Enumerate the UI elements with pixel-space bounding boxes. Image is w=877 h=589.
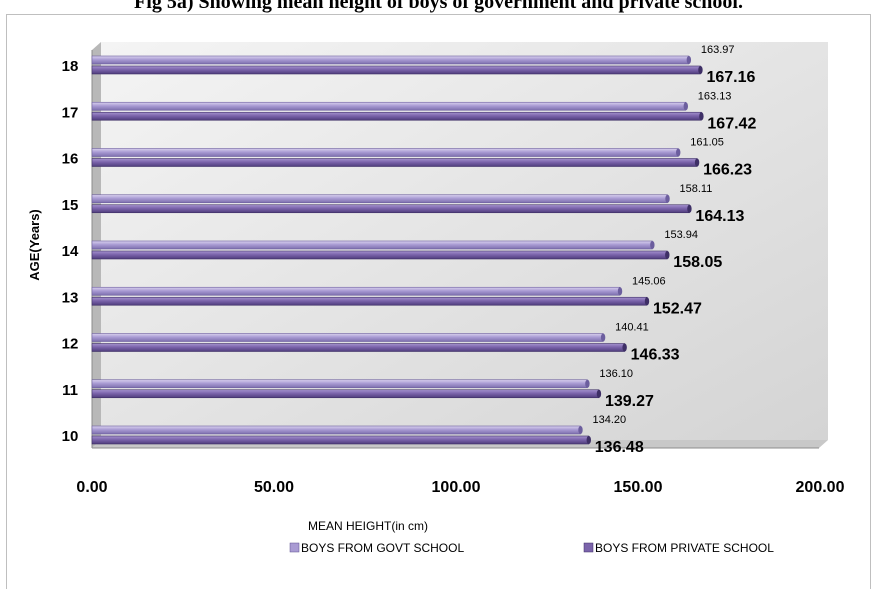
data-label-govt: 134.20	[592, 414, 626, 426]
x-tick-label: 50.00	[254, 479, 294, 496]
bar-govt	[91, 425, 581, 435]
bar-private	[91, 389, 600, 399]
legend-label-govt: BOYS FROM GOVT SCHOOL	[301, 541, 464, 555]
data-label-govt: 163.13	[698, 90, 732, 102]
y-tick-label: 17	[62, 104, 79, 121]
data-label-private: 167.16	[706, 69, 755, 86]
bar-govt	[91, 333, 604, 342]
bar-private-end	[586, 436, 591, 444]
bar-govt	[91, 379, 588, 389]
bar-private-end	[665, 251, 670, 259]
data-label-private: 139.27	[605, 393, 654, 410]
bar-govt-end	[683, 102, 688, 111]
bar-govt-end	[585, 379, 590, 388]
data-label-private: 136.48	[595, 439, 644, 456]
chart-frame	[6, 14, 871, 589]
data-label-govt: 161.05	[690, 137, 724, 149]
data-label-govt: 158.11	[680, 183, 713, 195]
data-label-govt: 153.94	[664, 229, 698, 241]
bar-private	[91, 111, 702, 121]
bar-govt-end	[650, 241, 655, 249]
x-tick-label: 150.00	[614, 479, 663, 496]
data-label-private: 166.23	[703, 162, 752, 179]
legend: BOYS FROM GOVT SCHOOL BOYS FROM PRIVATE …	[289, 541, 774, 555]
data-label-govt: 140.41	[615, 322, 649, 334]
x-axis-title: MEAN HEIGHT(in cm)	[308, 519, 428, 533]
bar-private	[91, 65, 701, 75]
bar-govt-end	[578, 426, 583, 434]
bar-private-end	[687, 204, 692, 213]
bar-govt	[91, 101, 687, 111]
data-label-private: 167.42	[707, 115, 756, 132]
bar-govt	[91, 240, 653, 250]
data-label-private: 152.47	[653, 300, 702, 317]
bar-private	[91, 250, 668, 260]
bar-private	[91, 343, 625, 352]
data-label-govt: 163.97	[701, 44, 735, 56]
data-label-govt: 136.10	[599, 368, 633, 380]
bar-private-end	[694, 158, 700, 167]
bar-private-end	[622, 343, 627, 352]
legend-swatch-private	[583, 542, 594, 553]
bar-private	[91, 296, 648, 306]
data-label-govt: 145.06	[632, 275, 666, 287]
bar-private	[91, 158, 698, 167]
y-tick-label: 10	[62, 428, 79, 445]
y-tick-label: 13	[62, 289, 79, 306]
bar-govt	[91, 148, 679, 157]
x-tick-label: 100.00	[432, 479, 481, 496]
bar-private-end	[698, 66, 703, 74]
y-axis-title: AGE(Years)	[27, 209, 42, 281]
y-tick-label: 16	[62, 151, 79, 168]
bar-govt	[91, 194, 668, 204]
bar-govt-end	[676, 148, 681, 157]
y-tick-label: 18	[62, 58, 79, 75]
bar-private	[91, 204, 690, 214]
legend-label-private: BOYS FROM PRIVATE SCHOOL	[595, 541, 774, 555]
y-tick-label: 11	[62, 382, 78, 399]
bar-private-end	[699, 112, 704, 121]
y-tick-label: 15	[62, 197, 79, 214]
data-label-private: 164.13	[695, 208, 744, 225]
data-label-private: 146.33	[631, 347, 680, 364]
bar-private	[91, 435, 590, 445]
bar-govt	[91, 55, 690, 65]
bar-private-end	[644, 297, 650, 306]
y-tick-label: 12	[62, 336, 79, 353]
chart-title: Fig 5a) Showing mean height of boys of g…	[134, 0, 743, 13]
data-label-private: 158.05	[673, 254, 722, 271]
bar-govt-end	[600, 333, 606, 342]
bar-private-end	[596, 389, 602, 398]
x-tick-label: 200.00	[796, 479, 845, 496]
y-tick-label: 14	[62, 243, 79, 260]
bar-govt-end	[665, 194, 670, 203]
bar-govt	[91, 286, 621, 296]
x-tick-label: 0.00	[76, 479, 107, 496]
bar-govt-end	[686, 56, 692, 64]
legend-swatch-govt	[289, 542, 300, 553]
bar-govt-end	[617, 287, 623, 296]
